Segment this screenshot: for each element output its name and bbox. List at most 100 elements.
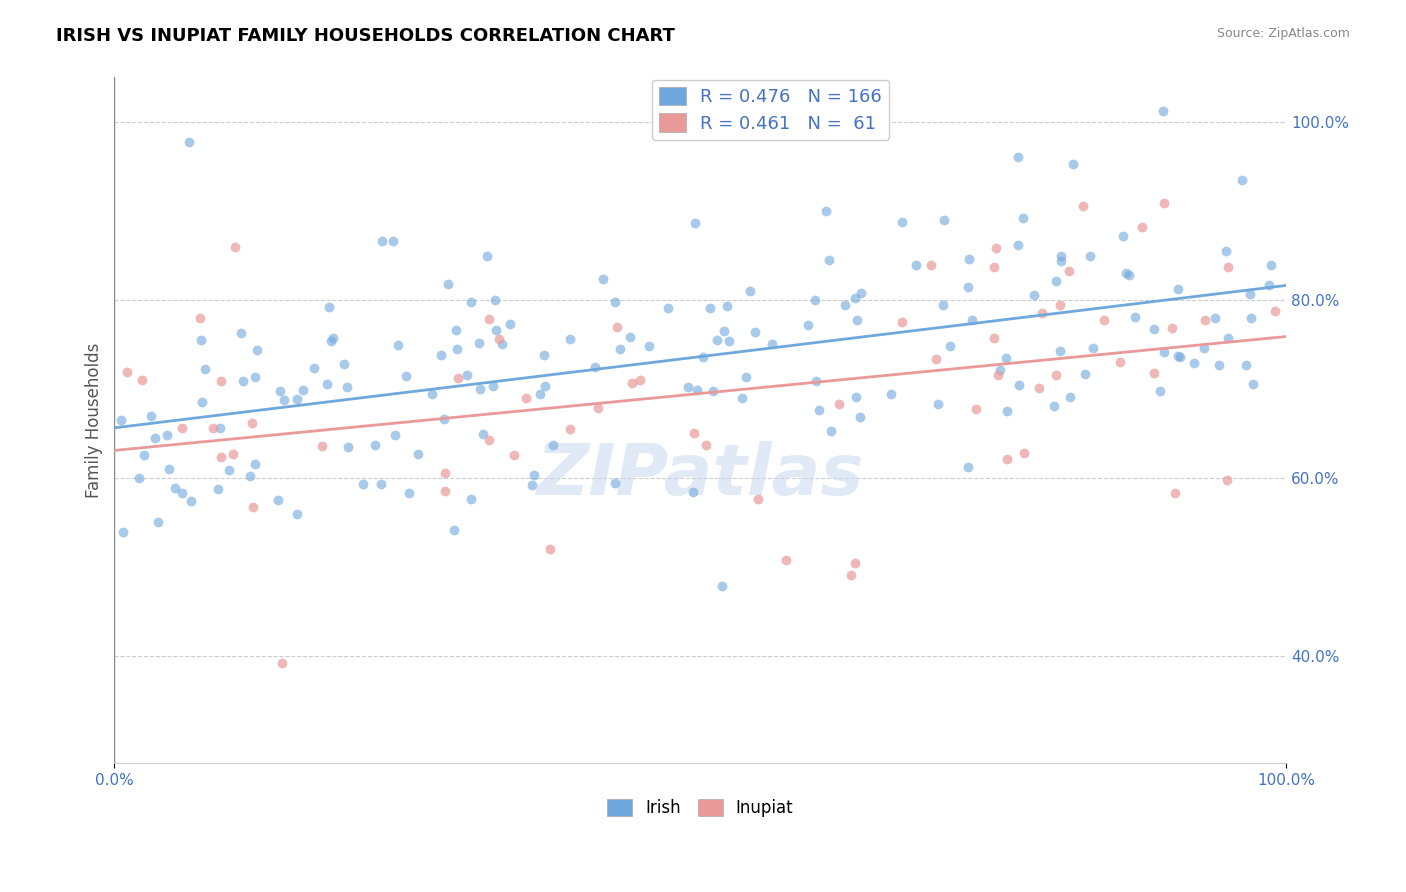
Point <box>1218 331 1240 345</box>
Point <box>1062 157 1084 171</box>
Point <box>134 448 156 462</box>
Point <box>141 409 163 423</box>
Point <box>484 323 506 337</box>
Point <box>188 310 211 325</box>
Point <box>682 425 704 440</box>
Point <box>370 477 392 491</box>
Point <box>960 313 983 327</box>
Point <box>1153 344 1175 359</box>
Point <box>1115 266 1137 280</box>
Point <box>817 253 839 268</box>
Point <box>711 579 734 593</box>
Point <box>939 339 962 353</box>
Point <box>433 466 456 480</box>
Point <box>716 299 738 313</box>
Point <box>477 434 499 448</box>
Point <box>432 412 454 426</box>
Point <box>995 404 1018 418</box>
Point <box>471 426 494 441</box>
Point <box>1149 384 1171 398</box>
Point <box>1132 219 1154 234</box>
Point <box>1184 356 1206 370</box>
Point <box>983 260 1005 274</box>
Point <box>232 374 254 388</box>
Point <box>333 357 356 371</box>
Point <box>336 380 359 394</box>
Point <box>243 457 266 471</box>
Point <box>239 469 262 483</box>
Point <box>285 392 308 406</box>
Point <box>984 242 1007 256</box>
Point <box>1092 313 1115 327</box>
Point <box>957 252 980 267</box>
Point <box>620 376 643 390</box>
Point <box>1230 173 1253 187</box>
Point <box>267 493 290 508</box>
Point <box>718 334 741 349</box>
Point <box>1057 263 1080 277</box>
Point <box>190 395 212 409</box>
Point <box>218 463 240 477</box>
Point <box>502 448 524 462</box>
Point <box>387 338 409 352</box>
Point <box>229 326 252 340</box>
Point <box>1049 343 1071 358</box>
Point <box>484 293 506 308</box>
Point <box>804 374 827 388</box>
Point <box>932 212 955 227</box>
Text: ZIPatlas: ZIPatlas <box>537 441 863 509</box>
Point <box>931 298 953 312</box>
Point <box>1024 288 1046 302</box>
Point <box>488 332 510 346</box>
Point <box>1045 368 1067 382</box>
Point <box>699 301 721 316</box>
Point <box>172 485 194 500</box>
Point <box>460 491 482 506</box>
Point <box>194 362 217 376</box>
Point <box>222 448 245 462</box>
Point <box>987 368 1010 382</box>
Point <box>209 450 232 465</box>
Point <box>558 332 581 346</box>
Point <box>322 331 344 345</box>
Point <box>482 379 505 393</box>
Point <box>1264 303 1286 318</box>
Point <box>804 293 827 308</box>
Point <box>311 439 333 453</box>
Point <box>1143 366 1166 380</box>
Point <box>1208 358 1230 372</box>
Point <box>224 240 246 254</box>
Point <box>797 318 820 332</box>
Point <box>735 369 758 384</box>
Point <box>395 369 418 384</box>
Point <box>747 492 769 507</box>
Point <box>146 515 169 529</box>
Point <box>209 374 232 388</box>
Point <box>246 343 269 357</box>
Point <box>1125 310 1147 324</box>
Point <box>1143 321 1166 335</box>
Legend: Irish, Inupiat: Irish, Inupiat <box>600 792 800 823</box>
Point <box>619 329 641 343</box>
Point <box>1192 341 1215 355</box>
Point <box>586 401 609 416</box>
Point <box>606 320 628 334</box>
Point <box>292 383 315 397</box>
Point <box>744 325 766 339</box>
Point <box>628 373 651 387</box>
Point <box>1167 282 1189 296</box>
Point <box>1109 355 1132 369</box>
Point <box>657 301 679 315</box>
Point <box>433 483 456 498</box>
Point <box>319 334 342 348</box>
Point <box>1216 260 1239 274</box>
Point <box>1194 313 1216 327</box>
Point <box>515 392 537 406</box>
Point <box>583 359 606 374</box>
Point <box>1241 376 1264 391</box>
Point <box>243 370 266 384</box>
Point <box>1118 268 1140 283</box>
Point <box>207 482 229 496</box>
Point <box>706 333 728 347</box>
Point <box>920 258 942 272</box>
